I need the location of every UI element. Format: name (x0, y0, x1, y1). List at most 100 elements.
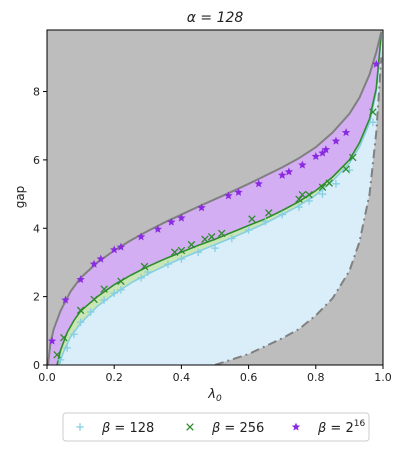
legend-label-symbol: β (211, 421, 220, 436)
data-point (278, 170, 287, 179)
x-axis-label: λ0 (207, 387, 222, 404)
data-point (284, 167, 294, 176)
data-point (244, 226, 253, 234)
data-point (60, 333, 68, 342)
legend-entry-3: β = 216 (291, 419, 365, 436)
legend-label-value: = 256 (220, 421, 264, 436)
data-point (318, 183, 327, 192)
legend-marker (76, 423, 84, 431)
x-tick-label: 0.2 (105, 371, 123, 384)
upper-boundary-line (47, 31, 383, 365)
x-tick-label: 0.8 (307, 371, 325, 384)
legend: β = 128 β = 256 β = 216 (62, 412, 370, 442)
series-3-points (47, 59, 381, 345)
data-point (295, 195, 303, 203)
data-point (86, 308, 95, 316)
data-point (298, 160, 307, 169)
data-point (207, 233, 216, 241)
legend-entry-2: β = 256 (186, 421, 264, 436)
data-point (372, 59, 381, 68)
data-point (228, 234, 236, 243)
legend-label-value: = 2 (326, 421, 353, 436)
data-point (137, 274, 145, 282)
x-tick-label: 0.4 (173, 371, 191, 384)
data-point (217, 229, 226, 238)
data-point (153, 224, 163, 233)
data-point (305, 197, 313, 205)
legend-label-exponent: 16 (354, 419, 366, 429)
data-point (305, 191, 313, 199)
data-point (325, 179, 333, 187)
legend-label: β = 128 (101, 421, 154, 436)
data-point (116, 242, 126, 251)
y-axis: 0 2 4 6 8 (33, 86, 47, 372)
data-point (76, 275, 85, 284)
data-point (177, 246, 186, 255)
data-point (140, 262, 149, 271)
data-point (261, 217, 270, 226)
data-point (265, 209, 273, 217)
legend-label-symbol: β (101, 421, 110, 436)
data-point (47, 336, 57, 345)
data-point (96, 254, 105, 263)
data-point (177, 213, 186, 222)
data-point (100, 285, 108, 293)
y-axis-label: gap (13, 186, 27, 209)
data-point (331, 136, 341, 145)
legend-label-value: = 128 (110, 421, 154, 436)
legend-label: β = 216 (317, 419, 365, 436)
data-point (136, 232, 146, 241)
data-point (187, 240, 196, 249)
data-point (100, 296, 108, 304)
legend-box (62, 412, 370, 442)
y-tick-label: 0 (33, 359, 40, 372)
data-point (248, 215, 256, 223)
data-point (177, 255, 186, 263)
y-tick-label: 8 (33, 86, 40, 99)
series-2-points (53, 108, 377, 359)
blue-line (58, 36, 383, 365)
data-point (63, 344, 71, 352)
data-point (170, 248, 179, 256)
data-point (90, 295, 98, 304)
data-point (318, 148, 327, 157)
data-point (321, 145, 331, 154)
data-point (53, 350, 61, 359)
x-tick-label: 0.6 (240, 371, 258, 384)
lower-dashdot-line (214, 57, 383, 365)
data-point (332, 180, 340, 188)
data-point (164, 260, 172, 268)
data-point (224, 191, 233, 200)
data-point (110, 289, 118, 298)
data-point (349, 153, 357, 162)
data-point (197, 203, 206, 212)
legend-label-symbol: β (317, 421, 326, 436)
chart-title: α = 128 (187, 10, 244, 26)
data-point (211, 244, 219, 252)
data-point (201, 235, 209, 243)
series-1-points (56, 118, 377, 364)
data-point (117, 277, 125, 286)
x-axis-label-subscript: 0 (216, 394, 222, 404)
legend-marker (291, 422, 301, 431)
plot-area (47, 30, 383, 365)
data-point (234, 187, 243, 196)
data-point (311, 152, 320, 161)
data-point (117, 285, 125, 294)
y-tick-label: 2 (33, 291, 40, 304)
y-tick-label: 4 (33, 222, 40, 235)
data-point (318, 190, 327, 198)
blue-band (58, 30, 383, 365)
data-point (194, 248, 202, 256)
data-point (341, 128, 351, 137)
x-tick-label: 1.0 (374, 371, 392, 384)
lower-gray-region (215, 30, 383, 365)
data-point (76, 318, 85, 327)
data-point (342, 165, 350, 173)
data-point (70, 330, 78, 339)
data-point (278, 210, 286, 219)
x-tick-label: 0.0 (38, 371, 56, 384)
data-point (61, 295, 70, 304)
y-tick-label: 6 (33, 154, 40, 167)
